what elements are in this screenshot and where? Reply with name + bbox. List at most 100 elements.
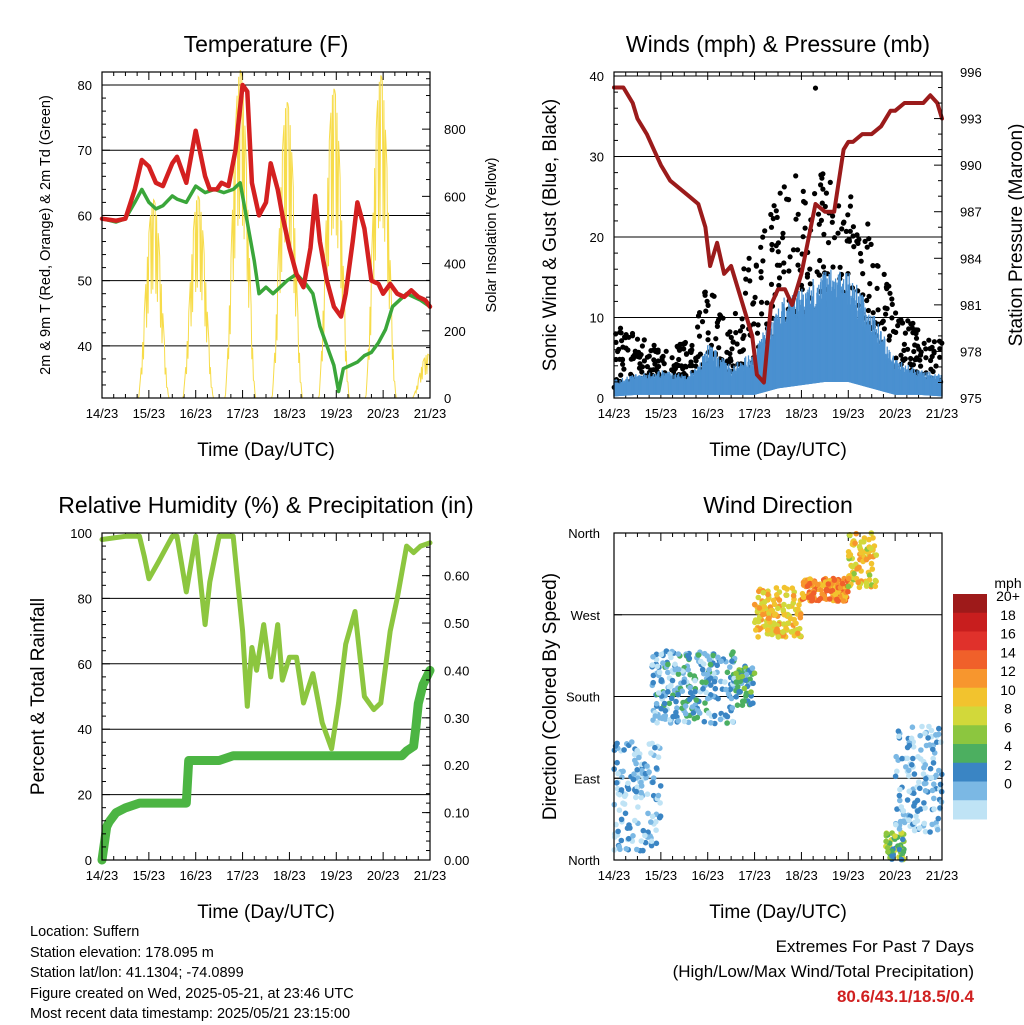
direction-point — [711, 712, 718, 719]
direction-point — [693, 697, 700, 703]
gust-point — [822, 203, 828, 210]
x-tick-label: 21/23 — [926, 868, 959, 883]
gust-point — [696, 333, 703, 339]
direction-point — [692, 677, 698, 684]
gust-point — [759, 311, 765, 317]
direction-point — [800, 579, 807, 586]
direction-point — [900, 836, 906, 843]
gust-point — [769, 241, 775, 248]
gust-point — [864, 244, 870, 250]
colorbar-swatch — [953, 612, 987, 632]
direction-point — [852, 540, 858, 547]
direction-point — [930, 760, 937, 766]
direction-point — [926, 723, 932, 730]
gust-point — [881, 326, 888, 332]
gust-point — [839, 226, 845, 232]
y-tick-label: 20 — [78, 788, 92, 803]
direction-point — [869, 566, 876, 572]
gust-point — [639, 369, 645, 375]
y-right-tick-label: 800 — [444, 122, 466, 137]
direction-point — [921, 800, 927, 806]
y-right-tick-label: 0.40 — [444, 663, 469, 678]
direction-point — [644, 791, 651, 797]
gust-point — [639, 364, 646, 370]
direction-point — [729, 658, 735, 664]
gust-point — [724, 358, 731, 364]
gust-point — [732, 310, 739, 317]
y-tick-label: 30 — [590, 150, 604, 165]
direction-point — [761, 599, 768, 605]
direction-point — [650, 775, 657, 781]
direction-point — [936, 725, 942, 732]
gust-point — [916, 346, 922, 352]
direction-point — [896, 826, 903, 832]
direction-point — [707, 661, 714, 668]
colorbar-swatch — [953, 762, 987, 782]
gust-point — [753, 263, 760, 269]
gust-point — [619, 338, 625, 344]
y-tick-label: West — [571, 608, 601, 623]
direction-point — [823, 587, 830, 594]
direction-point — [789, 585, 796, 591]
direction-point — [936, 767, 942, 774]
gust-point — [893, 355, 899, 361]
direction-point — [707, 682, 714, 688]
direction-point — [687, 684, 693, 691]
gust-point — [689, 342, 695, 349]
plot-border — [613, 71, 943, 399]
colorbar-label: 4 — [1004, 738, 1012, 754]
gust-point — [793, 216, 799, 222]
gust-point — [889, 301, 895, 307]
direction-point — [910, 755, 916, 762]
gust-point — [819, 200, 825, 206]
gust-point — [777, 190, 783, 196]
direction-point — [906, 742, 913, 749]
direction-point — [723, 686, 729, 693]
gust-point — [870, 263, 876, 269]
direction-point — [909, 724, 916, 730]
colorbar-label: 10 — [1000, 682, 1016, 698]
direction-point — [687, 689, 694, 696]
direction-point — [861, 539, 867, 545]
gust-point — [857, 250, 864, 257]
direction-point — [755, 618, 762, 625]
direction-point — [635, 804, 641, 810]
gust-point — [764, 300, 770, 306]
direction-point — [708, 720, 714, 726]
y-right-tick-label: 200 — [444, 324, 466, 339]
direction-point — [906, 767, 912, 774]
chart-panel-1: Winds (mph) & Pressure (mb) Time (Day/UTC… — [540, 31, 1024, 461]
direction-point — [653, 827, 659, 833]
created-text: Figure created on Wed, 2025-05-21, at 23… — [30, 985, 354, 1002]
colorbar-title: mph — [994, 575, 1021, 591]
gust-point — [936, 338, 943, 344]
direction-point — [715, 695, 721, 702]
gust-point — [641, 337, 647, 343]
direction-point — [722, 712, 729, 718]
direction-point — [832, 591, 839, 598]
gust-point — [912, 342, 918, 348]
direction-point — [707, 692, 714, 698]
direction-point — [633, 794, 639, 801]
direction-point — [623, 846, 630, 852]
direction-point — [922, 828, 929, 835]
gust-point — [831, 235, 838, 241]
gust-point — [860, 271, 866, 277]
direction-point — [930, 746, 936, 753]
direction-point — [789, 628, 795, 635]
x-tick-label: 18/23 — [273, 406, 306, 421]
gust-point — [895, 323, 901, 329]
gust-point — [613, 339, 619, 345]
direction-point — [867, 553, 873, 560]
direction-point — [894, 768, 900, 775]
y-right-tick-label: 987 — [960, 205, 982, 220]
direction-point — [652, 713, 659, 719]
direction-point — [895, 728, 902, 734]
direction-point — [711, 678, 718, 685]
direction-point — [702, 700, 708, 706]
gust-point — [697, 310, 703, 316]
gust-point — [781, 260, 787, 266]
direction-point — [797, 614, 804, 621]
direction-point — [892, 833, 898, 839]
